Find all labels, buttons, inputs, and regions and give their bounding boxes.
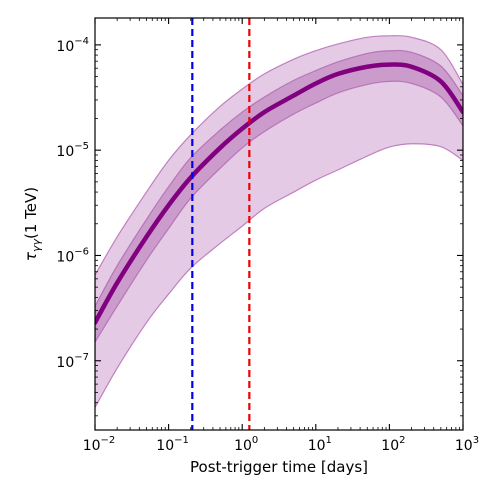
x-tick-label: 102 (381, 435, 405, 454)
y-tick-label: 10−4 (56, 36, 89, 55)
inner-band (95, 49, 463, 344)
lines-layer (95, 18, 463, 430)
x-tick-label: 103 (455, 435, 479, 454)
x-tick-label: 10−1 (156, 435, 189, 454)
y-axis-label-main: τ (22, 251, 40, 261)
y-tick-label: 10−7 (56, 352, 89, 371)
y-tick-label: 10−6 (56, 246, 89, 265)
x-tick-label: 100 (234, 435, 258, 454)
y-axis-label-sub: γγ (30, 239, 43, 253)
y-axis-label: τγγ(1 TeV) (22, 187, 43, 261)
median-line (95, 62, 463, 325)
x-axis-label: Post-trigger time [days] (190, 458, 368, 476)
x-tick-label: 10−2 (83, 435, 116, 454)
x-tick-label: 101 (308, 435, 332, 454)
bands-layer (95, 35, 463, 409)
y-tick-label: 10−5 (56, 141, 89, 160)
ticks-layer: 10−2 10−1 100 101 102 103 10−7 10−6 10−5 10−4 (56, 18, 479, 454)
y-axis-label-rest: (1 TeV) (22, 187, 40, 239)
outer-band (95, 35, 463, 409)
